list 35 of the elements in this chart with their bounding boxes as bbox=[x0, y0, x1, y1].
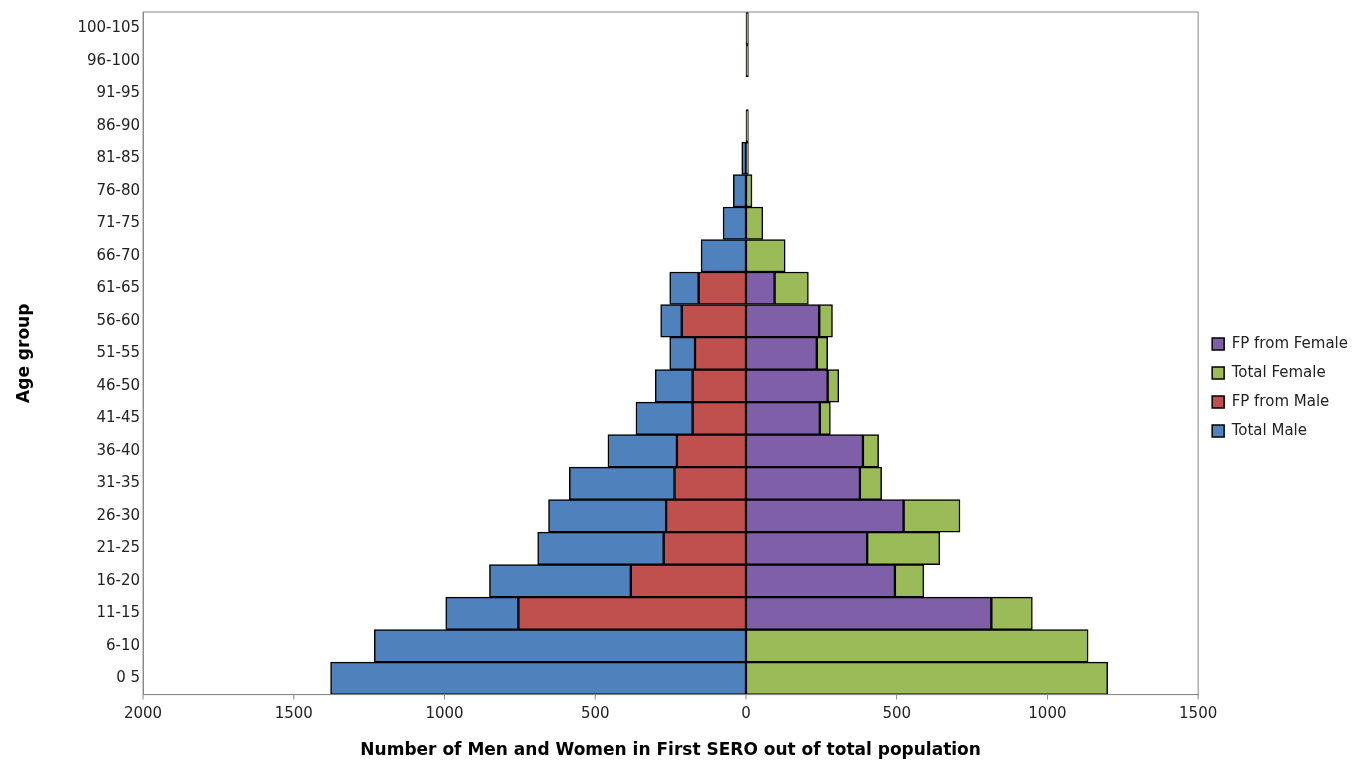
y-tick-label: 66-70 bbox=[96, 245, 141, 264]
y-tick-label: 41-45 bbox=[96, 408, 141, 427]
y-tick-label: 71-75 bbox=[96, 213, 141, 232]
x-tick-label: 500 bbox=[882, 704, 912, 723]
x-tick-label: 500 bbox=[580, 704, 610, 723]
y-tick-label: 36-40 bbox=[96, 440, 141, 459]
x-tick-label: 0 bbox=[741, 704, 751, 723]
x-tick-label: 1500 bbox=[274, 704, 313, 723]
x-tick-label: 2000 bbox=[123, 704, 163, 723]
x-axis-title: Number of Men and Women in First SERO out of total population bbox=[360, 739, 981, 760]
y-tick-label: 76-80 bbox=[96, 180, 141, 199]
y-tick-label: 91-95 bbox=[96, 83, 141, 102]
y-tick-label: 61-65 bbox=[96, 278, 141, 297]
y-tick-label: 6-10 bbox=[106, 635, 141, 654]
legend-label: Total Male bbox=[1230, 420, 1307, 439]
y-tick-label: 21-25 bbox=[96, 538, 141, 557]
y-tick-label: 46-50 bbox=[96, 375, 141, 394]
y-tick-label: 11-15 bbox=[96, 603, 141, 622]
y-tick-label: 100-105 bbox=[77, 18, 141, 37]
y-tick-label: 0 5 bbox=[116, 668, 141, 687]
legend-label: Total Female bbox=[1230, 362, 1326, 381]
y-tick-label: 51-55 bbox=[96, 343, 141, 362]
y-tick-label: 96-100 bbox=[86, 50, 141, 69]
x-tick-label: 1000 bbox=[1028, 704, 1067, 723]
y-tick-label: 86-90 bbox=[96, 115, 141, 134]
y-tick-label: 16-20 bbox=[96, 570, 141, 589]
y-axis-title: Age group bbox=[12, 303, 33, 403]
y-tick-label: 81-85 bbox=[96, 148, 141, 167]
legend-label: FP from Male bbox=[1231, 391, 1330, 410]
y-tick-label: 56-60 bbox=[96, 310, 141, 329]
legend-label: FP from Female bbox=[1231, 333, 1349, 352]
x-tick-label: 1000 bbox=[425, 704, 464, 723]
x-tick-label: 1500 bbox=[1179, 704, 1218, 723]
y-tick-label: 26-30 bbox=[96, 505, 141, 524]
y-tick-label: 31-35 bbox=[96, 473, 141, 492]
